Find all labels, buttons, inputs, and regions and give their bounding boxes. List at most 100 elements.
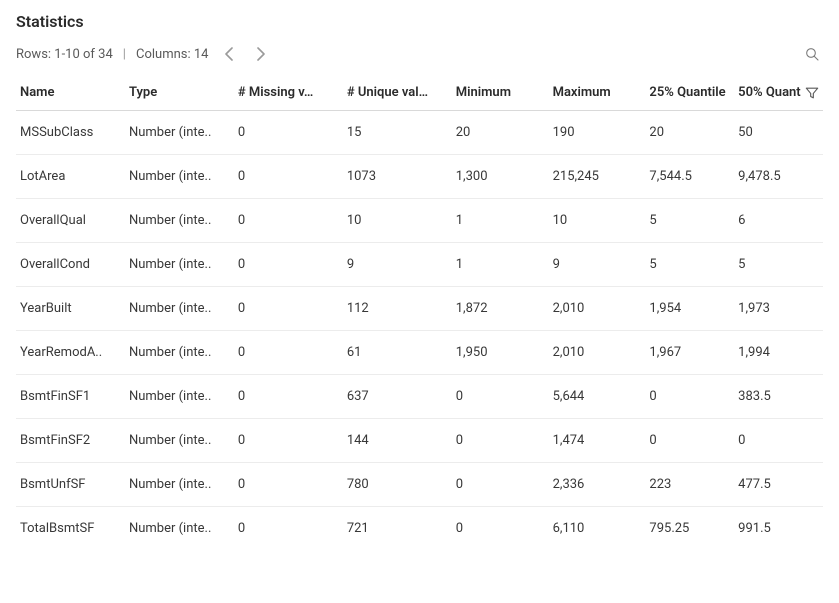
cell-name: BsmtFinSF1 bbox=[16, 375, 125, 419]
toolbar-divider: | bbox=[123, 47, 126, 62]
cell-q25: 0 bbox=[645, 419, 734, 463]
cell-q50: 383.5 bbox=[734, 375, 823, 419]
col-header-type[interactable]: Type bbox=[125, 75, 234, 111]
cell-min: 1,872 bbox=[452, 287, 549, 331]
table-row: MSSubClassNumber (inte..015201902050 bbox=[16, 111, 823, 155]
cell-q50: 5 bbox=[734, 243, 823, 287]
cell-max: 5,644 bbox=[549, 375, 646, 419]
col-header-min[interactable]: Minimum bbox=[452, 75, 549, 111]
cell-min: 20 bbox=[452, 111, 549, 155]
statistics-table: Name Type # Missing v… # Unique val… Min… bbox=[16, 75, 823, 550]
cell-type: Number (inte.. bbox=[125, 375, 234, 419]
table-row: BsmtFinSF1Number (inte..063705,6440383.5 bbox=[16, 375, 823, 419]
table-row: TotalBsmtSFNumber (inte..072106,110795.2… bbox=[16, 507, 823, 551]
cell-unique: 637 bbox=[343, 375, 452, 419]
cell-unique: 144 bbox=[343, 419, 452, 463]
table-row: OverallCondNumber (inte..091955 bbox=[16, 243, 823, 287]
cell-name: YearRemodA.. bbox=[16, 331, 125, 375]
cell-type: Number (inte.. bbox=[125, 331, 234, 375]
cell-name: LotArea bbox=[16, 155, 125, 199]
cell-name: MSSubClass bbox=[16, 111, 125, 155]
table-row: BsmtFinSF2Number (inte..014401,47400 bbox=[16, 419, 823, 463]
cell-max: 2,010 bbox=[549, 287, 646, 331]
next-page-button[interactable] bbox=[250, 43, 272, 65]
toolbar: Rows: 1-10 of 34 | Columns: 14 bbox=[16, 43, 823, 65]
cell-name: TotalBsmtSF bbox=[16, 507, 125, 551]
cell-type: Number (inte.. bbox=[125, 507, 234, 551]
filter-button[interactable] bbox=[805, 86, 819, 100]
cell-q25: 7,544.5 bbox=[645, 155, 734, 199]
col-header-unique[interactable]: # Unique val… bbox=[343, 75, 452, 111]
cell-q50: 1,973 bbox=[734, 287, 823, 331]
cell-min: 1,300 bbox=[452, 155, 549, 199]
cell-unique: 9 bbox=[343, 243, 452, 287]
cell-max: 215,245 bbox=[549, 155, 646, 199]
cell-missing: 0 bbox=[234, 375, 343, 419]
cell-min: 0 bbox=[452, 375, 549, 419]
cell-missing: 0 bbox=[234, 419, 343, 463]
cell-q50: 0 bbox=[734, 419, 823, 463]
cell-max: 2,336 bbox=[549, 463, 646, 507]
cell-min: 1 bbox=[452, 243, 549, 287]
cell-min: 1 bbox=[452, 199, 549, 243]
cell-min: 1,950 bbox=[452, 331, 549, 375]
cell-type: Number (inte.. bbox=[125, 199, 234, 243]
cell-name: BsmtFinSF2 bbox=[16, 419, 125, 463]
col-header-q50-label: 50% Quant bbox=[738, 85, 801, 100]
col-header-max[interactable]: Maximum bbox=[549, 75, 646, 111]
chevron-right-icon bbox=[256, 47, 266, 61]
filter-icon bbox=[805, 86, 819, 100]
cell-unique: 15 bbox=[343, 111, 452, 155]
cell-q25: 223 bbox=[645, 463, 734, 507]
table-row: YearBuiltNumber (inte..01121,8722,0101,9… bbox=[16, 287, 823, 331]
cell-type: Number (inte.. bbox=[125, 243, 234, 287]
cell-q25: 20 bbox=[645, 111, 734, 155]
cell-missing: 0 bbox=[234, 507, 343, 551]
cell-type: Number (inte.. bbox=[125, 287, 234, 331]
chevron-left-icon bbox=[224, 47, 234, 61]
cell-max: 190 bbox=[549, 111, 646, 155]
prev-page-button[interactable] bbox=[218, 43, 240, 65]
cell-unique: 10 bbox=[343, 199, 452, 243]
col-header-missing[interactable]: # Missing v… bbox=[234, 75, 343, 111]
cell-q50: 6 bbox=[734, 199, 823, 243]
cell-unique: 112 bbox=[343, 287, 452, 331]
cell-missing: 0 bbox=[234, 287, 343, 331]
cell-missing: 0 bbox=[234, 463, 343, 507]
cell-max: 10 bbox=[549, 199, 646, 243]
table-header-row: Name Type # Missing v… # Unique val… Min… bbox=[16, 75, 823, 111]
cell-name: YearBuilt bbox=[16, 287, 125, 331]
table-row: BsmtUnfSFNumber (inte..078002,336223477.… bbox=[16, 463, 823, 507]
cell-q50: 9,478.5 bbox=[734, 155, 823, 199]
cell-max: 2,010 bbox=[549, 331, 646, 375]
cell-q50: 477.5 bbox=[734, 463, 823, 507]
col-header-name[interactable]: Name bbox=[16, 75, 125, 111]
cell-type: Number (inte.. bbox=[125, 419, 234, 463]
cell-missing: 0 bbox=[234, 331, 343, 375]
cell-q25: 5 bbox=[645, 199, 734, 243]
cell-min: 0 bbox=[452, 419, 549, 463]
cell-min: 0 bbox=[452, 463, 549, 507]
page-title: Statistics bbox=[16, 12, 823, 31]
cell-name: OverallQual bbox=[16, 199, 125, 243]
col-header-q25[interactable]: 25% Quantile bbox=[645, 75, 734, 111]
cell-q50: 1,994 bbox=[734, 331, 823, 375]
cell-unique: 1073 bbox=[343, 155, 452, 199]
columns-info: Columns: 14 bbox=[136, 47, 208, 62]
search-button[interactable] bbox=[801, 43, 823, 65]
cell-q25: 1,954 bbox=[645, 287, 734, 331]
cell-type: Number (inte.. bbox=[125, 463, 234, 507]
rows-info: Rows: 1-10 of 34 bbox=[16, 47, 113, 62]
cell-max: 6,110 bbox=[549, 507, 646, 551]
col-header-q50[interactable]: 50% Quant bbox=[734, 75, 823, 111]
cell-unique: 721 bbox=[343, 507, 452, 551]
cell-unique: 780 bbox=[343, 463, 452, 507]
search-icon bbox=[804, 46, 820, 62]
cell-missing: 0 bbox=[234, 199, 343, 243]
cell-q25: 1,967 bbox=[645, 331, 734, 375]
cell-max: 9 bbox=[549, 243, 646, 287]
cell-min: 0 bbox=[452, 507, 549, 551]
cell-type: Number (inte.. bbox=[125, 155, 234, 199]
toolbar-left: Rows: 1-10 of 34 | Columns: 14 bbox=[16, 43, 272, 65]
cell-q25: 795.25 bbox=[645, 507, 734, 551]
